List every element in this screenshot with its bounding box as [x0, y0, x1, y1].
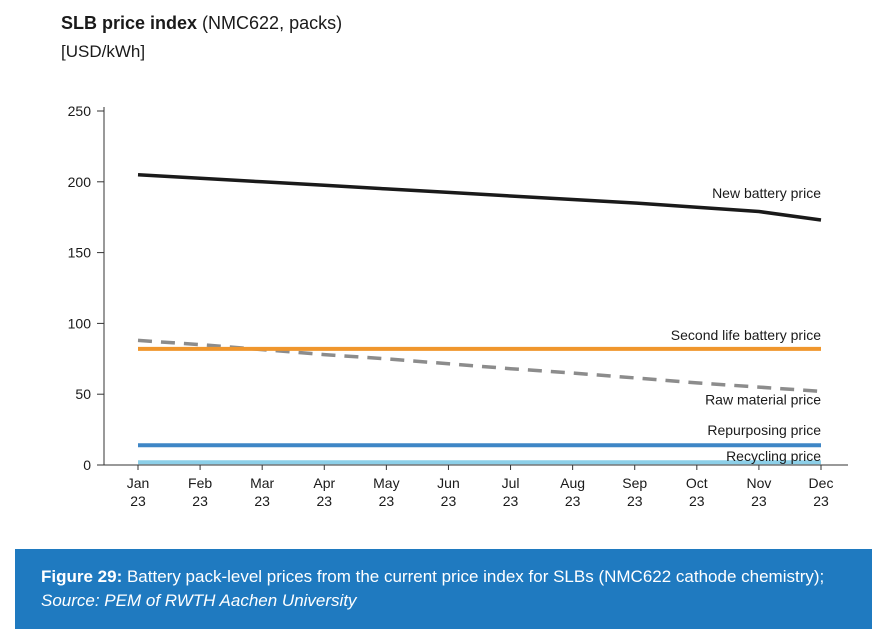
chart-axes: 0 50 100 150 200 250 Jan 23 Feb 23 Mar 23 Apr 23 May 23… [68, 103, 848, 509]
y-tick-label-150: 150 [68, 245, 92, 261]
series-label-repurposing-price: Repurposing price [707, 422, 821, 438]
figure-caption-source: Source: PEM of RWTH Aachen University [41, 591, 357, 610]
x-tick-label-month-aug: Aug [560, 475, 585, 491]
x-tick-label-month-sep: Sep [622, 475, 647, 491]
x-tick-label-year-feb: 23 [192, 493, 208, 509]
figure-caption-label: Figure 29: [41, 567, 123, 586]
x-tick-label-year-dec: 23 [813, 493, 829, 509]
x-tick-label-month-apr: Apr [313, 475, 335, 491]
x-tick-label-year-may: 23 [379, 493, 395, 509]
series-label-raw-material-price: Raw material price [705, 391, 821, 407]
chart-title-rest: (NMC622, packs) [197, 13, 343, 33]
line-chart: 0 50 100 150 200 250 Jan 23 Feb 23 Mar 23 Apr 23 May 23… [68, 103, 848, 509]
x-tick-label-year-jun: 23 [441, 493, 457, 509]
figure-caption: Figure 29: Battery pack-level prices fro… [15, 549, 872, 629]
x-tick-label-year-mar: 23 [254, 493, 270, 509]
x-tick-label-month-nov: Nov [746, 475, 771, 491]
x-tick-label-year-sep: 23 [627, 493, 643, 509]
y-tick-label-250: 250 [68, 103, 92, 119]
x-tick-label-month-mar: Mar [250, 475, 274, 491]
x-tick-label-month-oct: Oct [686, 475, 708, 491]
x-tick-label-year-jan: 23 [130, 493, 146, 509]
y-tick-label-50: 50 [75, 386, 91, 402]
x-tick-label-month-dec: Dec [809, 475, 834, 491]
series-line-new-battery-price [137, 172, 822, 222]
x-tick-label-month-may: May [373, 475, 399, 491]
x-tick-label-year-apr: 23 [316, 493, 332, 509]
y-tick-label-100: 100 [68, 315, 92, 331]
series-label-new-battery-price: New battery price [712, 185, 821, 201]
chart-series [137, 172, 822, 465]
x-tick-label-year-nov: 23 [751, 493, 767, 509]
x-tick-label-year-oct: 23 [689, 493, 705, 509]
figure-caption-text: Battery pack-level prices from the curre… [122, 567, 825, 586]
chart-title-bold: SLB price index [61, 13, 198, 33]
series-label-second-life-battery-price: Second life battery price [671, 327, 821, 343]
series-labels: New battery price Second life battery pri… [671, 185, 821, 464]
series-label-recycling-price: Recycling price [726, 448, 821, 464]
x-tick-label-year-aug: 23 [565, 493, 581, 509]
y-axis-unit-label: [USD/kWh] [61, 42, 146, 61]
x-tick-label-year-jul: 23 [503, 493, 519, 509]
chart-title: SLB price index (NMC622, packs) [61, 12, 342, 34]
x-tick-label-month-feb: Feb [188, 475, 212, 491]
y-tick-label-0: 0 [83, 457, 91, 473]
y-tick-label-200: 200 [68, 174, 92, 190]
x-tick-label-month-jun: Jun [437, 475, 460, 491]
x-tick-label-month-jan: Jan [127, 475, 150, 491]
x-tick-label-month-jul: Jul [502, 475, 520, 491]
